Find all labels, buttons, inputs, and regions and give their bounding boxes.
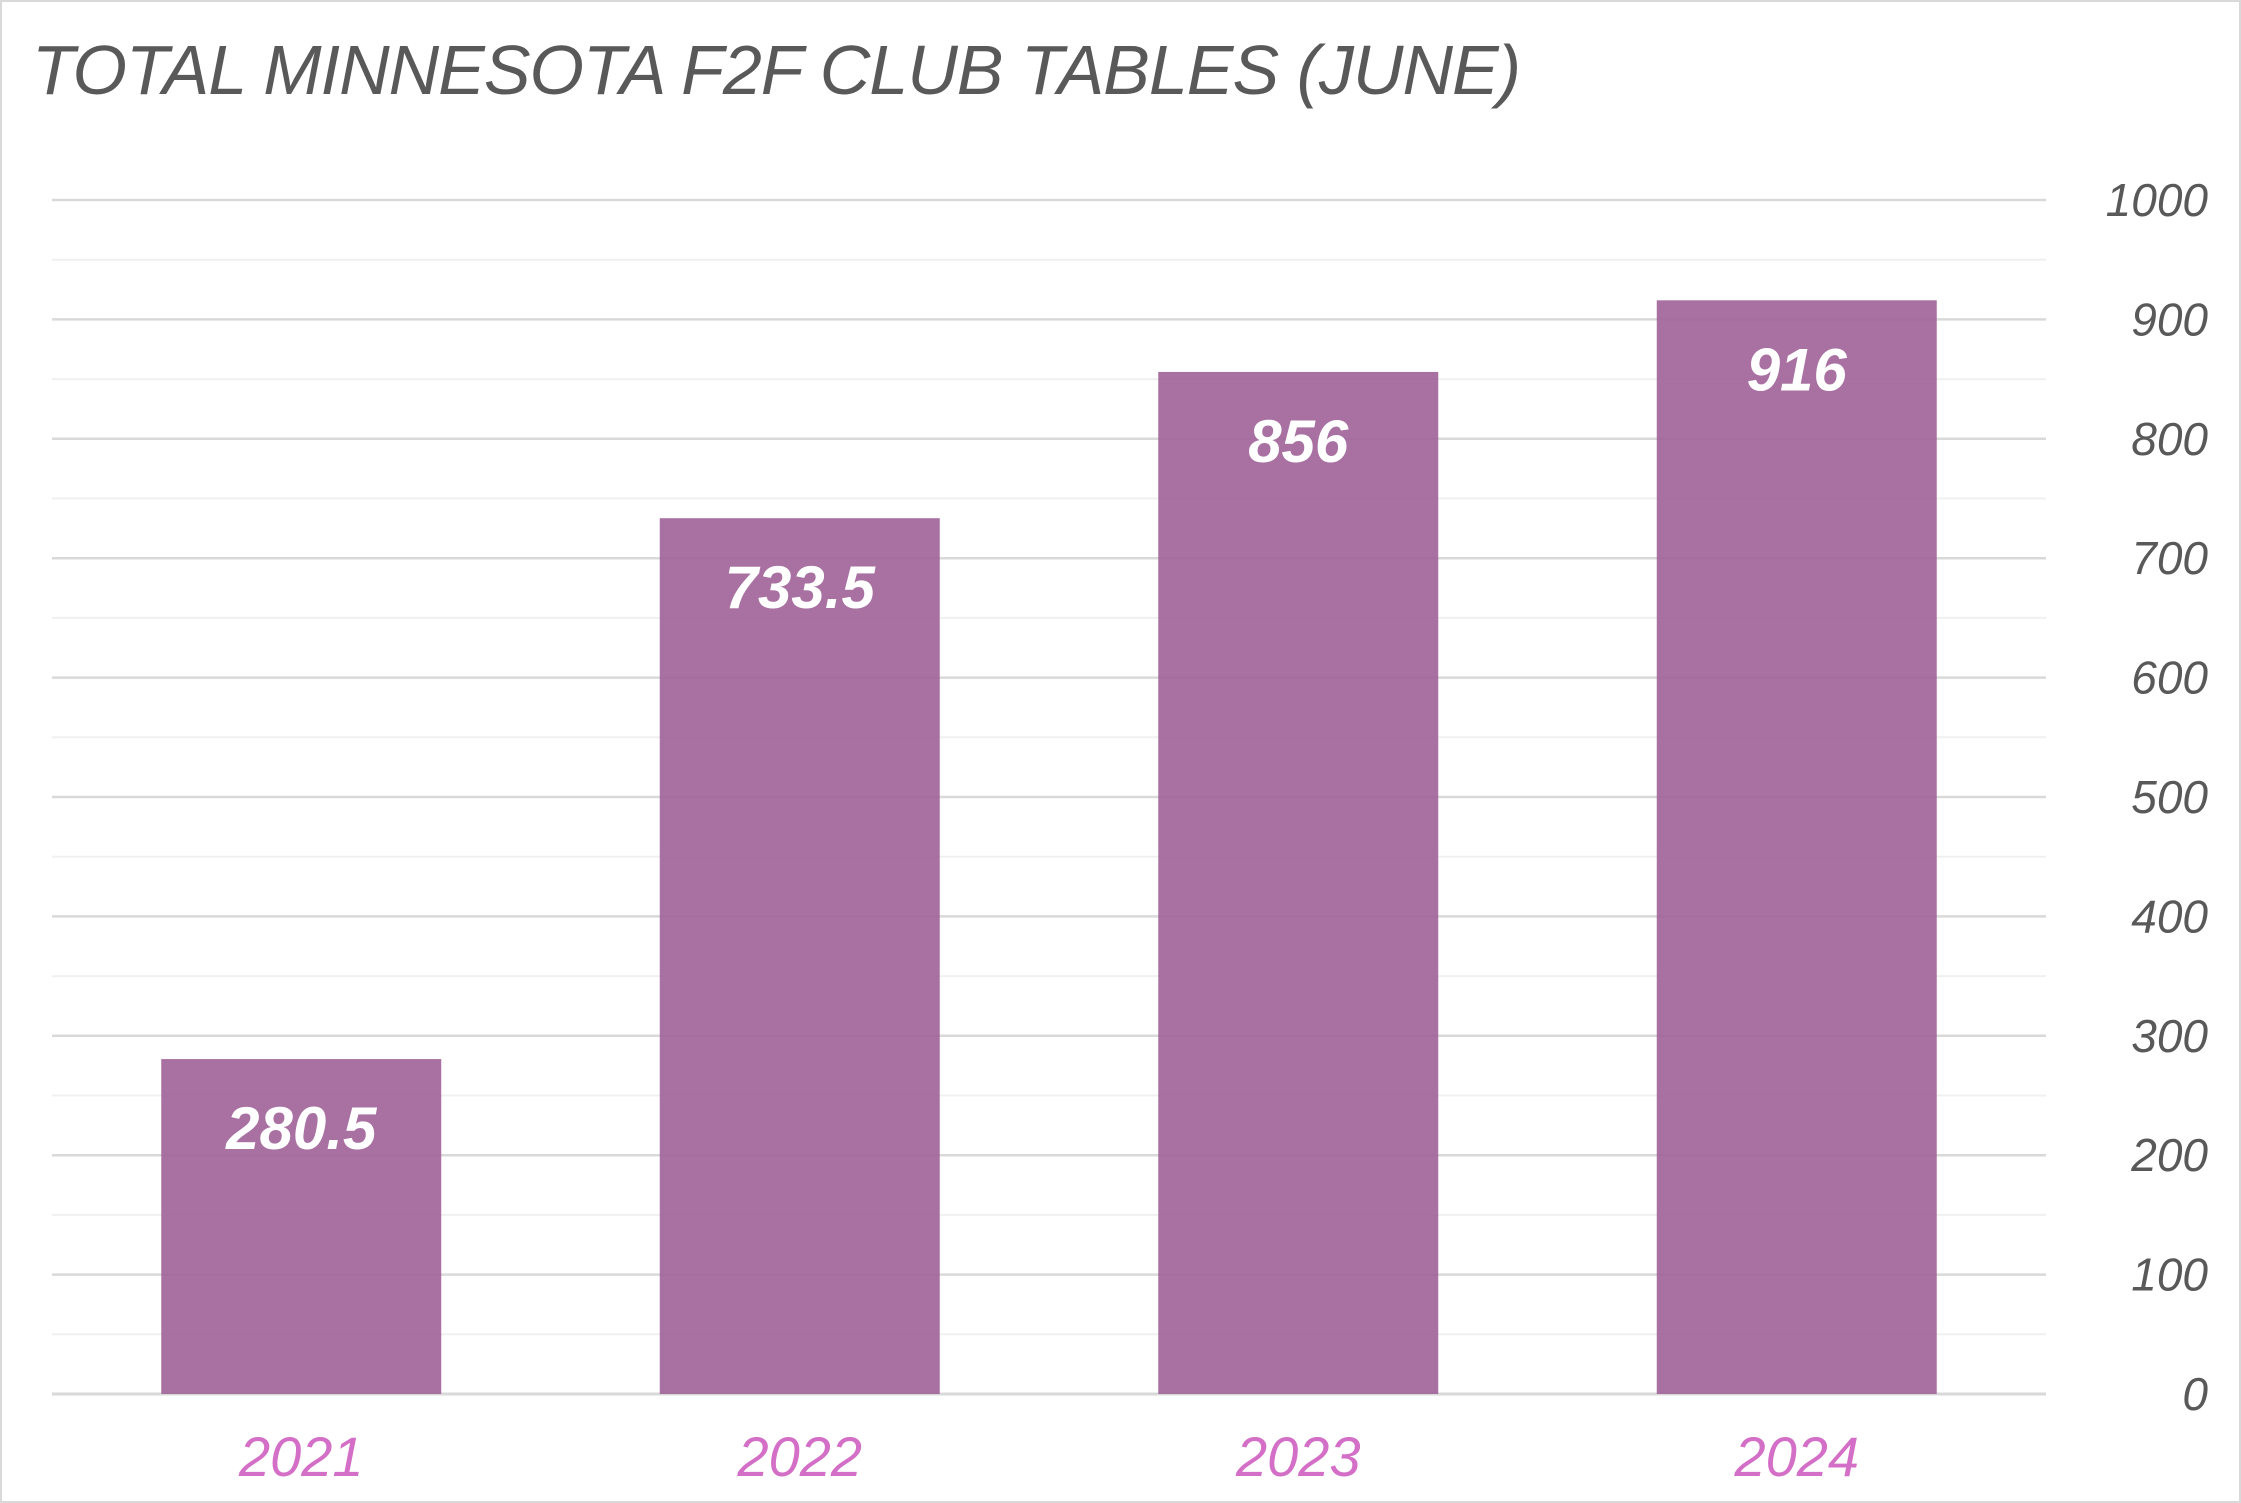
y-tick-label: 400 — [2131, 890, 2208, 942]
data-label-2022: 733.5 — [725, 554, 877, 621]
y-tick-label: 900 — [2131, 293, 2208, 345]
y-tick-label: 700 — [2131, 532, 2208, 584]
data-labels: 280.5 733.5 856 916 — [225, 336, 1847, 1162]
y-tick-label: 100 — [2131, 1249, 2208, 1301]
y-tick-label: 800 — [2131, 413, 2208, 465]
category-label-2024: 2024 — [1733, 1425, 1859, 1488]
y-tick-label: 500 — [2131, 771, 2208, 823]
y-tick-label: 600 — [2131, 652, 2208, 704]
data-label-2021: 280.5 — [225, 1095, 378, 1162]
chart-title: TOTAL MINNESOTA F2F CLUB TABLES (JUNE) — [32, 31, 1521, 109]
y-axis-ticks: 0 100 200 300 400 500 600 700 800 900 1000 — [2106, 174, 2209, 1420]
y-tick-label: 200 — [2130, 1129, 2208, 1181]
x-axis-categories: 2021 2022 2023 2024 — [238, 1425, 1859, 1488]
bars — [161, 300, 1937, 1394]
data-label-2023: 856 — [1248, 408, 1349, 475]
data-label-2024: 916 — [1747, 336, 1848, 403]
y-tick-label: 300 — [2131, 1010, 2208, 1062]
bar-2023 — [1158, 371, 1439, 1394]
y-tick-label: 0 — [2182, 1368, 2208, 1420]
y-tick-label: 1000 — [2106, 174, 2209, 226]
category-label-2022: 2022 — [736, 1425, 862, 1488]
bar-2021 — [161, 1059, 442, 1394]
bar-2022 — [659, 518, 940, 1394]
category-label-2021: 2021 — [238, 1425, 364, 1488]
bar-2024 — [1656, 300, 1937, 1394]
category-label-2023: 2023 — [1235, 1425, 1361, 1488]
